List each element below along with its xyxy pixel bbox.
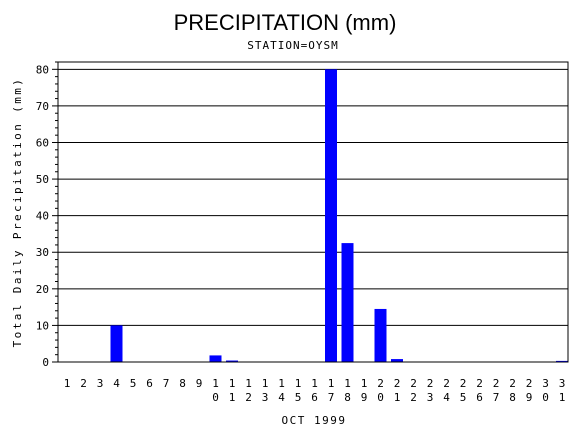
x-tick-label-31-digit-2: 1 xyxy=(559,391,566,404)
x-tick-label-26-digit-1: 2 xyxy=(476,377,483,390)
y-tick-label-10: 10 xyxy=(36,319,49,332)
x-tick-label-22-digit-1: 2 xyxy=(410,377,417,390)
y-tick-label-80: 80 xyxy=(36,63,49,76)
x-tick-label-26-digit-2: 6 xyxy=(476,391,483,404)
y-tick-label-70: 70 xyxy=(36,100,49,113)
y-tick-label-30: 30 xyxy=(36,246,49,259)
bars xyxy=(110,69,568,362)
x-tick-label-12-digit-1: 1 xyxy=(245,377,252,390)
chart-subtitle: STATION=OYSM xyxy=(247,39,338,52)
x-tick-label-28-digit-1: 2 xyxy=(509,377,516,390)
x-tick-label-17-digit-2: 7 xyxy=(328,391,335,404)
x-tick-label-15-digit-1: 1 xyxy=(295,377,302,390)
x-tick-label-23-digit-1: 2 xyxy=(427,377,434,390)
x-tick-label-16-digit-2: 6 xyxy=(311,391,318,404)
x-tick-label-12-digit-2: 2 xyxy=(245,391,252,404)
x-tick-label-28-digit-2: 8 xyxy=(509,391,516,404)
y-axis-label: Total Daily Precipitation (mm) xyxy=(11,77,24,348)
x-tick-label-19-digit-2: 9 xyxy=(361,391,368,404)
bar-day-20 xyxy=(374,308,387,362)
x-tick-label-7: 7 xyxy=(163,377,170,390)
x-tick-label-9: 9 xyxy=(196,377,203,390)
x-tick-label-14-digit-2: 4 xyxy=(278,391,285,404)
x-tick-label-23-digit-2: 3 xyxy=(427,391,434,404)
x-tick-label-27-digit-1: 2 xyxy=(493,377,500,390)
x-tick-label-29-digit-2: 9 xyxy=(526,391,533,404)
x-tick-label-20-digit-2: 0 xyxy=(377,391,384,404)
x-tick-label-20-digit-1: 2 xyxy=(377,377,384,390)
plot-frame xyxy=(57,61,569,363)
bar-day-21 xyxy=(391,359,403,362)
x-tick-label-24-digit-2: 4 xyxy=(443,391,450,404)
x-tick-label-14-digit-1: 1 xyxy=(278,377,285,390)
x-tick-label-11-digit-1: 1 xyxy=(229,377,236,390)
x-tick-label-3: 3 xyxy=(97,377,104,390)
x-tick-label-30-digit-2: 0 xyxy=(542,391,549,404)
x-tick-label-8: 8 xyxy=(179,377,186,390)
bar-day-4 xyxy=(110,325,123,362)
bar-day-10 xyxy=(209,355,222,362)
x-tick-label-25-digit-1: 2 xyxy=(460,377,467,390)
x-tick-label-21-digit-1: 2 xyxy=(394,377,401,390)
axes xyxy=(52,61,569,363)
x-tick-label-15-digit-2: 5 xyxy=(295,391,302,404)
y-tick-label-50: 50 xyxy=(36,173,49,186)
gridlines xyxy=(58,68,568,326)
bar-day-18 xyxy=(341,243,354,362)
x-tick-label-22-digit-2: 2 xyxy=(410,391,417,404)
x-tick-label-1: 1 xyxy=(64,377,71,390)
x-tick-label-13-digit-1: 1 xyxy=(262,377,269,390)
y-tick-label-60: 60 xyxy=(36,136,49,149)
y-tick-label-0: 0 xyxy=(42,356,49,369)
y-tick-label-20: 20 xyxy=(36,283,49,296)
x-axis-label: OCT 1999 xyxy=(282,414,347,427)
y-tick-label-40: 40 xyxy=(36,210,49,223)
x-tick-label-13-digit-2: 3 xyxy=(262,391,269,404)
x-tick-label-29-digit-1: 2 xyxy=(526,377,533,390)
x-tick-label-2: 2 xyxy=(80,377,87,390)
x-tick-label-27-digit-2: 7 xyxy=(493,391,500,404)
x-tick-label-16-digit-1: 1 xyxy=(311,377,318,390)
x-tick-label-18-digit-1: 1 xyxy=(344,377,351,390)
x-tick-label-5: 5 xyxy=(130,377,137,390)
x-tick-label-17-digit-1: 1 xyxy=(328,377,335,390)
bar-day-11 xyxy=(226,360,238,362)
x-tick-label-31-digit-1: 3 xyxy=(559,377,566,390)
x-tick-label-11-digit-2: 1 xyxy=(229,391,236,404)
bar-day-17 xyxy=(325,69,337,362)
chart-title: PRECIPITATION (mm) xyxy=(174,10,397,35)
x-tick-label-24-digit-1: 2 xyxy=(443,377,450,390)
y-tick-labels: 0 10 20 30 40 50 60 70 80 xyxy=(36,63,49,369)
x-tick-label-19-digit-1: 1 xyxy=(361,377,368,390)
x-tick-label-21-digit-2: 1 xyxy=(394,391,401,404)
x-tick-label-30-digit-1: 3 xyxy=(542,377,549,390)
bar-day-31 xyxy=(556,360,568,362)
x-tick-label-10-digit-1: 1 xyxy=(212,377,219,390)
x-tick-label-6: 6 xyxy=(146,377,153,390)
x-tick-label-18-digit-2: 8 xyxy=(344,391,351,404)
x-tick-labels: 1 2 3 4 5 6 7 8 9 1011121314151617181920212223242… xyxy=(64,377,566,404)
x-tick-label-10-digit-2: 0 xyxy=(212,391,219,404)
x-tick-label-4: 4 xyxy=(113,377,120,390)
x-tick-label-25-digit-2: 5 xyxy=(460,391,467,404)
